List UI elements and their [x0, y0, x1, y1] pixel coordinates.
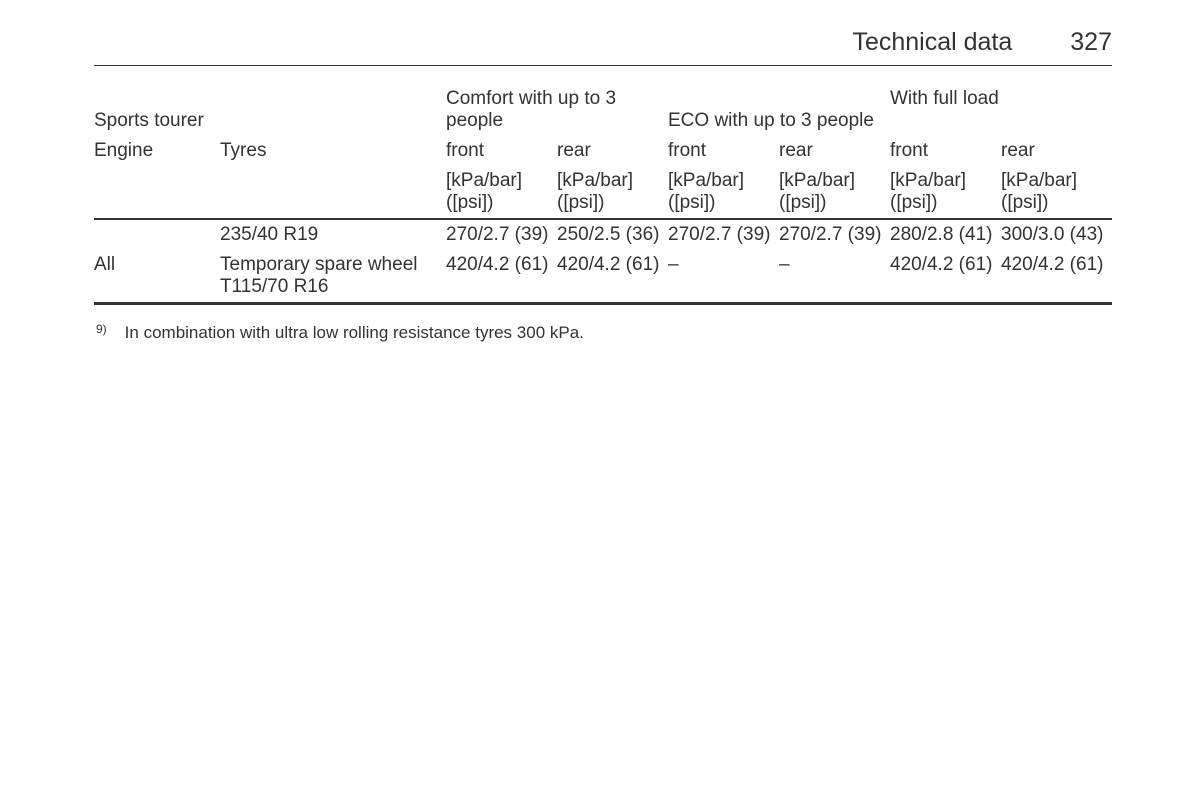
unit-spacer	[220, 166, 446, 219]
vehicle-type-header: Sports tourer	[94, 84, 446, 136]
tyres-header: Tyres	[220, 136, 446, 166]
table-body: 235/40 R19 270/2.7 (39) 250/2.5 (36) 270…	[94, 219, 1112, 304]
header-row-sub: Engine Tyres front rear front rear front…	[94, 136, 1112, 166]
page-number: 327	[1070, 28, 1112, 57]
table-header: Sports tourer Comfort with up to 3 peopl…	[94, 84, 1112, 219]
cell-comfort-front: 420/4.2 (61)	[446, 250, 557, 304]
comfort-front-header: front	[446, 136, 557, 166]
cell-tyres: 235/40 R19	[220, 219, 446, 250]
eco-front-header: front	[668, 136, 779, 166]
cell-engine	[94, 219, 220, 250]
unit-label: [kPa/bar] ([psi])	[557, 166, 668, 219]
footnote-text: In combination with ultra low rolling re…	[125, 323, 584, 343]
cell-full-rear: 420/4.2 (61)	[1001, 250, 1112, 304]
comfort-rear-header: rear	[557, 136, 668, 166]
unit-label: [kPa/bar] ([psi])	[446, 166, 557, 219]
cell-full-rear: 300/3.0 (43)	[1001, 219, 1112, 250]
group-fullload-header: With full load	[890, 84, 1112, 136]
cell-eco-rear: 270/2.7 (39)	[779, 219, 890, 250]
cell-full-front: 280/2.8 (41)	[890, 219, 1001, 250]
table-row: 235/40 R19 270/2.7 (39) 250/2.5 (36) 270…	[94, 219, 1112, 250]
section-title: Technical data	[852, 28, 1012, 57]
group-eco-header: ECO with up to 3 people	[668, 84, 890, 136]
footnote: 9) In combination with ultra low rolling…	[94, 323, 1112, 343]
full-front-header: front	[890, 136, 1001, 166]
cell-full-front: 420/4.2 (61)	[890, 250, 1001, 304]
full-rear-header: rear	[1001, 136, 1112, 166]
page-header: Technical data 327	[94, 28, 1112, 66]
cell-eco-front: 270/2.7 (39)	[668, 219, 779, 250]
unit-label: [kPa/bar] ([psi])	[779, 166, 890, 219]
engine-header: Engine	[94, 136, 220, 166]
unit-label: [kPa/bar] ([psi])	[1001, 166, 1112, 219]
group-comfort-header: Comfort with up to 3 people	[446, 84, 668, 136]
unit-label: [kPa/bar] ([psi])	[890, 166, 1001, 219]
eco-rear-header: rear	[779, 136, 890, 166]
cell-eco-front: –	[668, 250, 779, 304]
footnote-mark: 9)	[96, 322, 107, 336]
header-row-units: [kPa/bar] ([psi]) [kPa/bar] ([psi]) [kPa…	[94, 166, 1112, 219]
unit-label: [kPa/bar] ([psi])	[668, 166, 779, 219]
unit-spacer	[94, 166, 220, 219]
cell-comfort-rear: 420/4.2 (61)	[557, 250, 668, 304]
cell-tyres: Temporary spare wheel T115/70 R16	[220, 250, 446, 304]
cell-comfort-rear: 250/2.5 (36)	[557, 219, 668, 250]
tyre-pressure-table: Sports tourer Comfort with up to 3 peopl…	[94, 84, 1112, 305]
table-row: All Temporary spare wheel T115/70 R16 42…	[94, 250, 1112, 304]
cell-engine: All	[94, 250, 220, 304]
header-row-groups: Sports tourer Comfort with up to 3 peopl…	[94, 84, 1112, 136]
cell-comfort-front: 270/2.7 (39)	[446, 219, 557, 250]
cell-eco-rear: –	[779, 250, 890, 304]
